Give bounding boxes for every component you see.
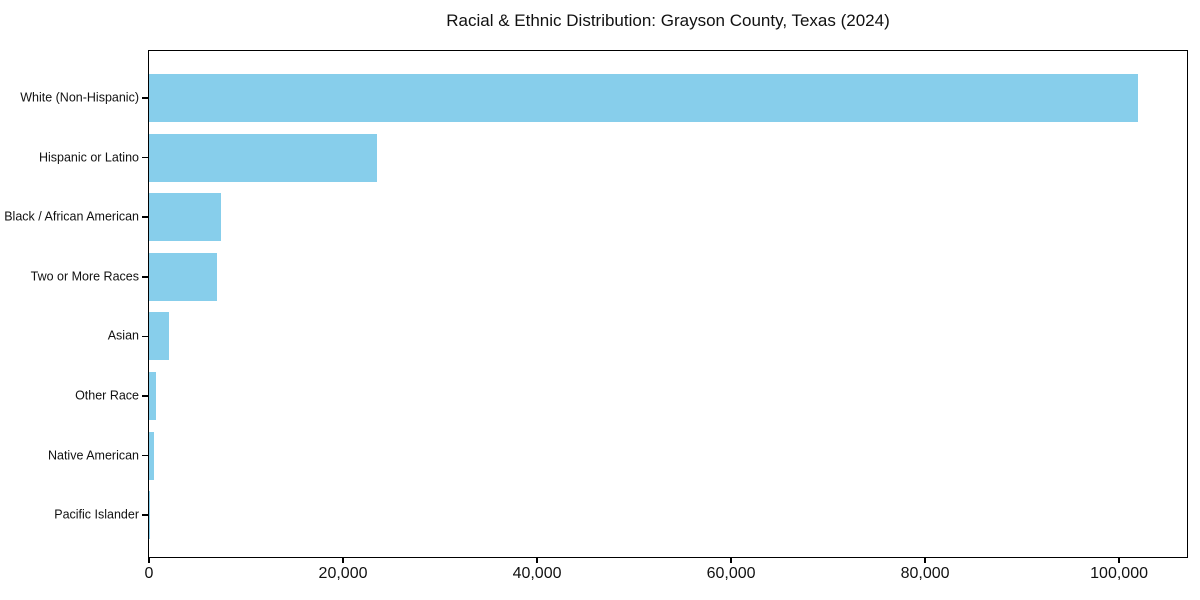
y-tick-label-asian: Asian <box>107 328 139 343</box>
x-tick-mark <box>1118 558 1120 563</box>
y-tick-mark <box>142 216 148 218</box>
y-tick-label-pacific-islander: Pacific Islander <box>54 507 139 522</box>
x-tick-mark <box>148 558 150 563</box>
bar-black-african-american <box>149 193 221 242</box>
y-tick-label-white-non-hispanic: White (Non-Hispanic) <box>20 90 139 105</box>
bar-hispanic-or-latino <box>149 133 377 182</box>
y-tick-mark <box>142 335 148 338</box>
y-tick-label-other-race: Other Race <box>75 388 139 403</box>
y-tick-mark <box>142 97 148 99</box>
bar-two-or-more-races <box>149 252 217 301</box>
bar-pacific-islander <box>149 491 150 540</box>
bar-native-american <box>149 431 154 480</box>
y-tick-label-native-american: Native American <box>47 448 139 463</box>
x-tick-mark <box>342 558 344 563</box>
y-tick-label-black-african-american: Black / African American <box>4 209 139 224</box>
x-tick-mark <box>730 558 732 563</box>
x-tick-label-0: 0 <box>144 565 154 582</box>
x-tick-label-20000: 20,000 <box>318 565 368 582</box>
x-tick-mark <box>536 558 538 563</box>
y-tick-label-two-or-more-races: Two or More Races <box>30 269 139 284</box>
chart-title: Racial & Ethnic Distribution: Grayson Co… <box>446 11 890 30</box>
y-tick-mark <box>142 395 148 397</box>
y-tick-mark <box>142 156 148 159</box>
x-tick-label-80000: 80,000 <box>900 565 950 582</box>
plot-area <box>148 50 1188 558</box>
bar-other-race <box>149 372 156 420</box>
y-tick-mark <box>142 276 148 278</box>
x-tick-label-40000: 40,000 <box>512 565 562 582</box>
bar-asian <box>149 312 169 361</box>
y-tick-mark <box>142 454 148 457</box>
y-tick-label-hispanic-or-latino: Hispanic or Latino <box>38 150 139 165</box>
x-tick-label-100000: 100,000 <box>1090 565 1148 582</box>
y-tick-mark <box>142 514 148 516</box>
bar-white-non-hispanic <box>149 74 1138 122</box>
x-tick-label-60000: 60,000 <box>706 565 756 582</box>
x-tick-mark <box>924 558 926 563</box>
